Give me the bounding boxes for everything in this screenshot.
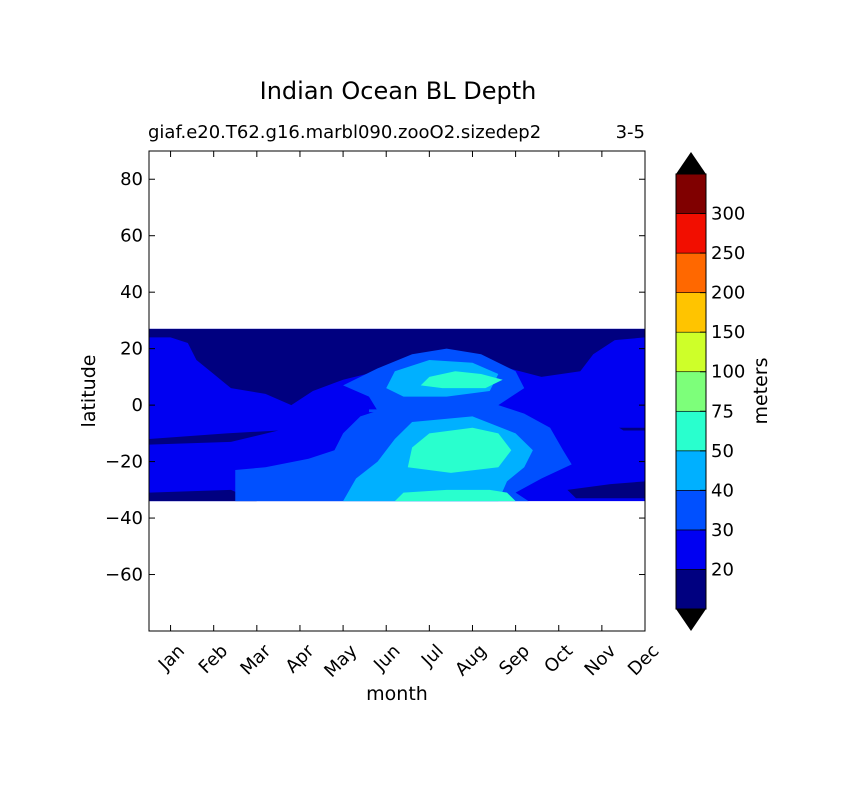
field-streak-3 — [619, 427, 645, 431]
x-tick-label: Aug — [451, 641, 491, 681]
x-tick-label: Jun — [369, 641, 404, 676]
x-tick-label: May — [320, 640, 361, 681]
x-tick-label: Nov — [581, 640, 621, 680]
y-tick-label: 80 — [120, 169, 143, 190]
y-tick-label: −20 — [105, 452, 143, 473]
colorbar-extend-low — [676, 609, 706, 631]
contour-50-75-3 — [407, 427, 512, 473]
colorbar-tick-label: 30 — [711, 520, 734, 541]
colorbar-swatch — [675, 529, 707, 570]
field-band-10-20 — [149, 328, 645, 406]
colorbar-tick-label: 75 — [711, 401, 734, 422]
y-tick-label: 20 — [120, 339, 143, 360]
chart-subtitle-left: giaf.e20.T62.g16.marbl090.zooO2.sizedep2 — [148, 122, 541, 143]
colorbar-tick-label: 250 — [711, 243, 745, 264]
field-streak-0 — [149, 430, 279, 445]
y-axis: 80 60 40 20 0 −20 −40 −60 — [105, 169, 645, 586]
y-tick-label: 0 — [132, 395, 143, 416]
colorbar-swatch — [675, 410, 707, 452]
colorbar-tick-label: 100 — [711, 362, 745, 383]
plot-area — [149, 328, 645, 502]
colorbar-tick-label: 200 — [711, 283, 745, 304]
colorbar-swatch — [675, 569, 707, 610]
field-streak-1 — [567, 481, 645, 499]
x-tick-label: Oct — [540, 641, 577, 678]
x-tick-label: Sep — [495, 641, 534, 680]
colorbar-tick-label: 300 — [711, 204, 745, 225]
x-tick-label: Dec — [624, 641, 663, 680]
contour-50-75-5 — [394, 489, 516, 502]
x-axis-label: month — [366, 683, 428, 705]
y-tick-label: 60 — [120, 226, 143, 247]
x-tick-label: Jan — [154, 641, 189, 676]
colorbar-frame — [675, 173, 707, 610]
colorbar: 20 30 40 50 75 100 150 200 250 300 — [675, 152, 745, 631]
colorbar-tick-label: 50 — [711, 441, 734, 462]
contour-50-75-4 — [420, 371, 503, 389]
colorbar-swatch — [675, 213, 707, 254]
y-tick-label: −40 — [105, 508, 143, 529]
colorbar-label: meters — [750, 357, 772, 424]
y-axis-label: latitude — [78, 355, 100, 428]
y-tick-label: −60 — [105, 565, 143, 586]
colorbar-swatch — [675, 450, 707, 491]
chart-subtitle-right: 3-5 — [616, 122, 645, 143]
colorbar-swatch — [675, 331, 707, 373]
x-tick-label: Feb — [195, 641, 232, 678]
x-tick-label: Jul — [417, 641, 448, 672]
chart-title: Indian Ocean BL Depth — [260, 77, 537, 105]
colorbar-tick-label: 20 — [711, 559, 734, 580]
colorbar-swatch — [675, 490, 707, 531]
plot-frame — [148, 150, 646, 632]
colorbar-tick-label: 40 — [711, 480, 734, 501]
field-streak-2 — [149, 489, 257, 502]
colorbar-swatch — [675, 371, 707, 412]
colorbar-swatch — [675, 252, 707, 293]
colorbar-tick-label: 150 — [711, 322, 745, 343]
colorbar-swatch — [675, 292, 707, 333]
equator-streak — [368, 409, 499, 413]
x-tick-label: Mar — [236, 640, 275, 679]
colorbar-swatch — [675, 173, 707, 214]
colorbar-extend-high — [676, 152, 706, 174]
y-tick-label: 40 — [120, 282, 143, 303]
x-tick-label: Apr — [282, 640, 319, 677]
